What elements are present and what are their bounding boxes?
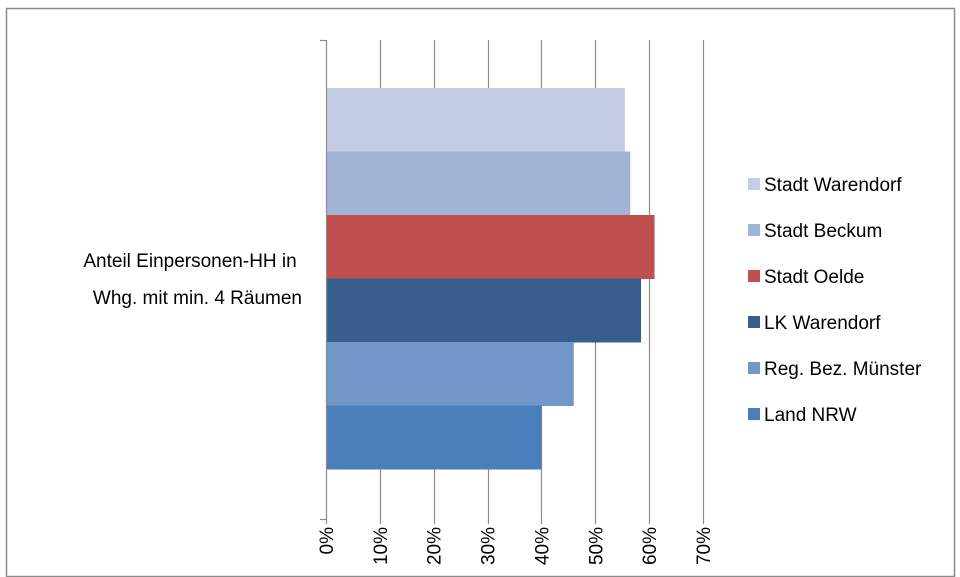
bar: [326, 342, 574, 406]
legend-swatch: [748, 362, 760, 374]
tick-label: 10%: [371, 527, 392, 565]
bar: [326, 215, 655, 279]
legend-swatch: [748, 270, 760, 282]
legend-label: Stadt Oelde: [764, 267, 864, 288]
tick-label: 70%: [694, 527, 715, 565]
tick-label: 40%: [532, 527, 553, 565]
bar: [326, 152, 630, 216]
legend-label: Stadt Beckum: [764, 221, 882, 242]
legend-swatch: [748, 224, 760, 236]
bar: [326, 279, 641, 343]
category-label-line-2: Whg. mit min. 4 Räumen: [93, 288, 302, 309]
legend-swatch: [748, 178, 760, 190]
legend-label: Stadt Warendorf: [764, 175, 902, 196]
bar: [326, 406, 541, 470]
legend-label: LK Warendorf: [764, 313, 881, 334]
legend-label: Land NRW: [764, 405, 857, 426]
bar: [326, 88, 625, 152]
legend-label: Reg. Bez. Münster: [764, 359, 922, 380]
tick-label: 50%: [586, 527, 607, 565]
tick-label: 0%: [317, 527, 338, 555]
legend-swatch: [748, 408, 760, 420]
category-label-line-1: Anteil Einpersonen-HH in: [83, 251, 296, 272]
tick-label: 20%: [425, 527, 446, 565]
tick-label: 30%: [479, 527, 500, 565]
legend-swatch: [748, 316, 760, 328]
tick-label: 60%: [640, 527, 661, 565]
